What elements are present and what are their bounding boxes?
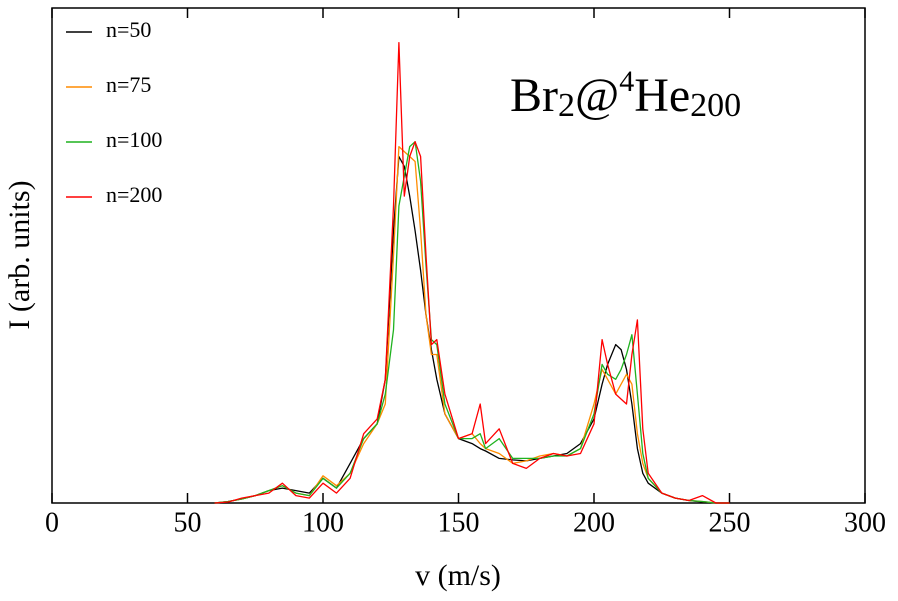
series-line <box>214 145 730 504</box>
annotation-part: He <box>634 69 690 122</box>
annotation-part: 4 <box>619 65 634 98</box>
x-tick-label: 0 <box>45 507 59 538</box>
legend-label: n=200 <box>106 182 162 207</box>
annotation-part: Br <box>510 69 558 122</box>
x-tick-label: 150 <box>438 507 480 538</box>
plot-frame <box>51 7 866 504</box>
legend-label: n=75 <box>106 72 151 97</box>
legend-label: n=100 <box>106 127 162 152</box>
x-tick-label: 250 <box>709 507 751 538</box>
legend-label: n=50 <box>106 17 151 42</box>
x-tick-label: 300 <box>844 507 886 538</box>
x-axis-label: v (m/s) <box>415 559 501 592</box>
x-tick-label: 100 <box>302 507 344 538</box>
series-line <box>214 141 730 504</box>
annotation-part: @ <box>575 69 619 122</box>
annotation-part: 200 <box>690 87 741 124</box>
annotation-part: 2 <box>558 87 575 124</box>
y-axis-label: I (arb. units) <box>3 180 36 329</box>
series-line <box>214 41 730 504</box>
x-tick-label: 50 <box>174 507 202 538</box>
series-line <box>214 155 730 504</box>
x-tick-label: 200 <box>573 507 615 538</box>
annotation: Br2@4He200 <box>510 65 741 124</box>
